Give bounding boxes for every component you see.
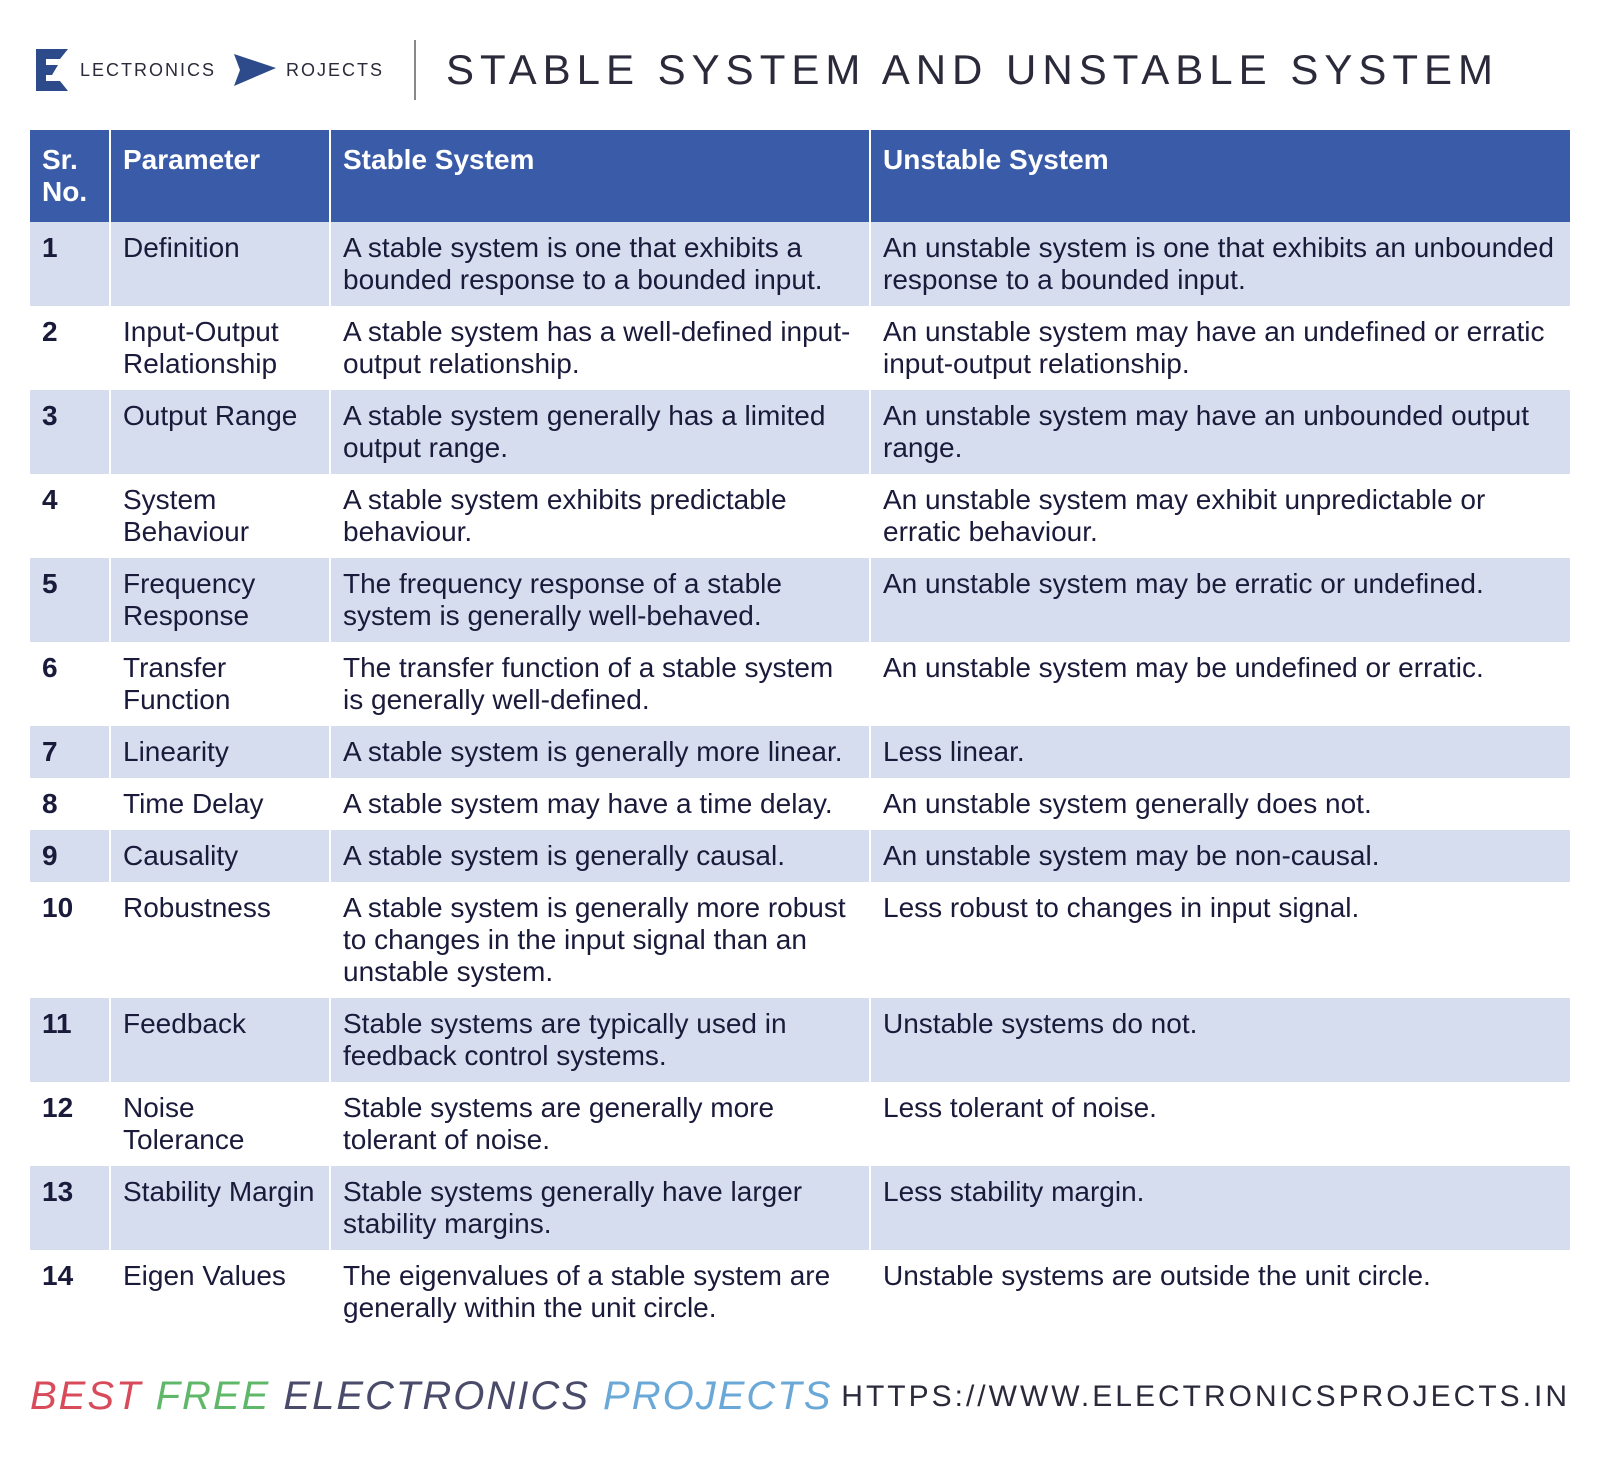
cell-srno: 6 — [30, 642, 110, 726]
cell-srno: 14 — [30, 1250, 110, 1334]
cell-stable: A stable system is one that exhibits a b… — [330, 222, 870, 306]
cell-unstable: Less linear. — [870, 726, 1570, 778]
table-row: 5Frequency ResponseThe frequency respons… — [30, 558, 1570, 642]
logo-e-icon — [30, 45, 74, 95]
cell-srno: 12 — [30, 1082, 110, 1166]
footer-url: HTTPS://WWW.ELECTRONICSPROJECTS.IN — [841, 1380, 1570, 1414]
cell-parameter: Linearity — [110, 726, 330, 778]
cell-stable: Stable systems are generally more tolera… — [330, 1082, 870, 1166]
cell-unstable: An unstable system may exhibit unpredict… — [870, 474, 1570, 558]
table-row: 7LinearityA stable system is generally m… — [30, 726, 1570, 778]
cell-parameter: Stability Margin — [110, 1166, 330, 1250]
cell-srno: 13 — [30, 1166, 110, 1250]
cell-stable: A stable system may have a time delay. — [330, 778, 870, 830]
cell-stable: Stable systems are typically used in fee… — [330, 998, 870, 1082]
cell-stable: A stable system is generally causal. — [330, 830, 870, 882]
logo: LECTRONICS ROJECTS — [30, 45, 384, 95]
cell-unstable: An unstable system may be erratic or und… — [870, 558, 1570, 642]
table-row: 8Time DelayA stable system may have a ti… — [30, 778, 1570, 830]
table-header: Sr. No. Parameter Stable System Unstable… — [30, 130, 1570, 222]
cell-stable: A stable system has a well-defined input… — [330, 306, 870, 390]
logo-p-icon — [232, 50, 280, 90]
cell-srno: 10 — [30, 882, 110, 998]
cell-unstable: Less tolerant of noise. — [870, 1082, 1570, 1166]
table-row: 10RobustnessA stable system is generally… — [30, 882, 1570, 998]
cell-srno: 3 — [30, 390, 110, 474]
cell-parameter: Eigen Values — [110, 1250, 330, 1334]
footer-word-electronics: ELECTRONICS — [283, 1374, 590, 1418]
table-row: 11FeedbackStable systems are typically u… — [30, 998, 1570, 1082]
logo-text-projects: ROJECTS — [286, 60, 384, 81]
col-header-parameter: Parameter — [110, 130, 330, 222]
cell-unstable: An unstable system may have an undefined… — [870, 306, 1570, 390]
col-header-stable: Stable System — [330, 130, 870, 222]
cell-parameter: Frequency Response — [110, 558, 330, 642]
cell-parameter: Noise Tolerance — [110, 1082, 330, 1166]
cell-stable: A stable system exhibits predictable beh… — [330, 474, 870, 558]
footer-tagline: BEST FREE ELECTRONICS PROJECTS — [30, 1374, 832, 1419]
cell-unstable: Less stability margin. — [870, 1166, 1570, 1250]
cell-unstable: Unstable systems do not. — [870, 998, 1570, 1082]
table-row: 1DefinitionA stable system is one that e… — [30, 222, 1570, 306]
footer: BEST FREE ELECTRONICS PROJECTS HTTPS://W… — [30, 1374, 1570, 1419]
cell-stable: A stable system is generally more linear… — [330, 726, 870, 778]
cell-stable: A stable system generally has a limited … — [330, 390, 870, 474]
comparison-table: Sr. No. Parameter Stable System Unstable… — [30, 130, 1570, 1334]
cell-unstable: An unstable system may be non-causal. — [870, 830, 1570, 882]
cell-stable: The frequency response of a stable syste… — [330, 558, 870, 642]
table-row: 4System BehaviourA stable system exhibit… — [30, 474, 1570, 558]
col-header-unstable: Unstable System — [870, 130, 1570, 222]
cell-srno: 7 — [30, 726, 110, 778]
cell-unstable: An unstable system generally does not. — [870, 778, 1570, 830]
cell-srno: 1 — [30, 222, 110, 306]
header: LECTRONICS ROJECTS STABLE SYSTEM AND UNS… — [30, 40, 1570, 100]
cell-stable: The transfer function of a stable system… — [330, 642, 870, 726]
table-row: 13Stability MarginStable systems general… — [30, 1166, 1570, 1250]
cell-srno: 9 — [30, 830, 110, 882]
cell-srno: 2 — [30, 306, 110, 390]
col-header-srno: Sr. No. — [30, 130, 110, 222]
cell-unstable: An unstable system may be undefined or e… — [870, 642, 1570, 726]
cell-srno: 4 — [30, 474, 110, 558]
cell-stable: The eigenvalues of a stable system are g… — [330, 1250, 870, 1334]
cell-parameter: Feedback — [110, 998, 330, 1082]
cell-parameter: Causality — [110, 830, 330, 882]
footer-word-projects: PROJECTS — [603, 1374, 832, 1418]
cell-stable: Stable systems generally have larger sta… — [330, 1166, 870, 1250]
cell-srno: 11 — [30, 998, 110, 1082]
cell-parameter: Robustness — [110, 882, 330, 998]
cell-unstable: An unstable system may have an unbounded… — [870, 390, 1570, 474]
header-divider — [414, 40, 416, 100]
footer-word-best: BEST — [30, 1374, 142, 1418]
table-row: 6Transfer FunctionThe transfer function … — [30, 642, 1570, 726]
cell-unstable: An unstable system is one that exhibits … — [870, 222, 1570, 306]
cell-parameter: Definition — [110, 222, 330, 306]
cell-srno: 5 — [30, 558, 110, 642]
table-row: 2Input-Output RelationshipA stable syste… — [30, 306, 1570, 390]
cell-parameter: Input-Output Relationship — [110, 306, 330, 390]
table-row: 3Output RangeA stable system generally h… — [30, 390, 1570, 474]
cell-parameter: System Behaviour — [110, 474, 330, 558]
table-body: 1DefinitionA stable system is one that e… — [30, 222, 1570, 1334]
footer-word-free: FREE — [156, 1374, 271, 1418]
cell-srno: 8 — [30, 778, 110, 830]
table-row: 12Noise ToleranceStable systems are gene… — [30, 1082, 1570, 1166]
page-title: STABLE SYSTEM AND UNSTABLE SYSTEM — [446, 46, 1499, 94]
cell-unstable: Less robust to changes in input signal. — [870, 882, 1570, 998]
table-row: 14Eigen ValuesThe eigenvalues of a stabl… — [30, 1250, 1570, 1334]
cell-parameter: Time Delay — [110, 778, 330, 830]
cell-unstable: Unstable systems are outside the unit ci… — [870, 1250, 1570, 1334]
table-row: 9CausalityA stable system is generally c… — [30, 830, 1570, 882]
cell-stable: A stable system is generally more robust… — [330, 882, 870, 998]
logo-text-electronics: LECTRONICS — [80, 60, 216, 81]
cell-parameter: Output Range — [110, 390, 330, 474]
cell-parameter: Transfer Function — [110, 642, 330, 726]
